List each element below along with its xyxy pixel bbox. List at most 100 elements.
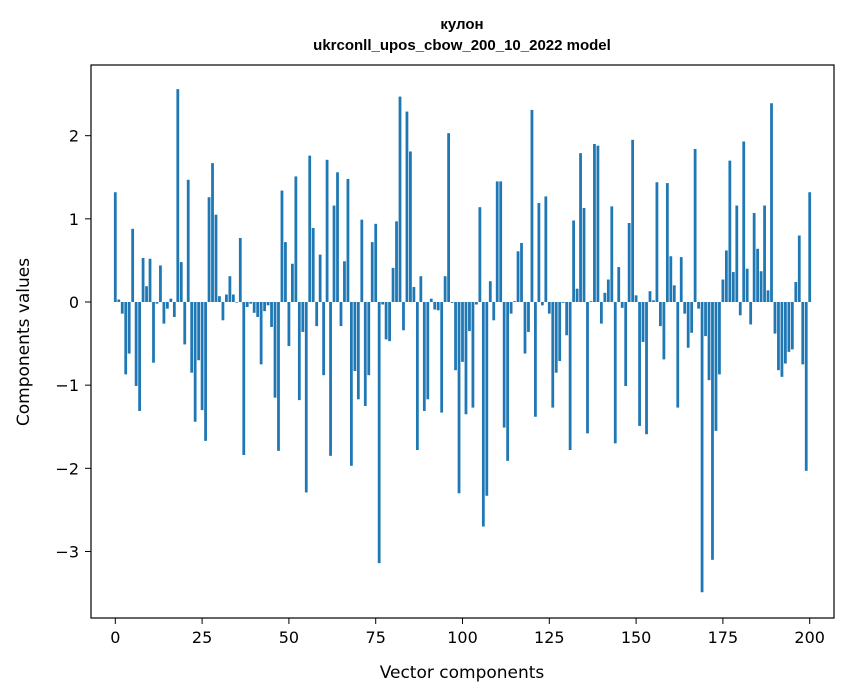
bar-194 (787, 302, 791, 352)
bar-81 (395, 221, 398, 302)
bar-67 (346, 178, 350, 302)
x-tick-label: 150 (621, 628, 652, 647)
bar-149 (631, 139, 635, 302)
bar-170 (704, 302, 707, 337)
bar-138 (593, 144, 596, 302)
bar-157 (659, 302, 662, 327)
bar-107 (485, 302, 489, 496)
bar-165 (686, 302, 690, 348)
bar-125 (547, 302, 551, 314)
bar-115 (513, 301, 516, 302)
y-tick-label: −3 (55, 542, 79, 561)
bar-7 (138, 302, 141, 411)
bar-89 (422, 302, 426, 411)
bar-72 (363, 302, 367, 406)
bar-183 (749, 302, 753, 325)
y-tick-label: −1 (55, 376, 79, 395)
bar-131 (568, 302, 572, 451)
bar-93 (436, 302, 440, 311)
bar-141 (603, 292, 607, 302)
bar-142 (606, 279, 610, 302)
bar-159 (665, 183, 669, 302)
bar-74 (370, 242, 374, 302)
bar-28 (211, 163, 214, 302)
bar-91 (429, 298, 433, 302)
bar-133 (575, 288, 579, 302)
bar-104 (475, 302, 478, 305)
bar-179 (735, 205, 739, 302)
bar-150 (634, 295, 638, 302)
bar-94 (440, 302, 444, 413)
bar-144 (613, 302, 617, 444)
bar-184 (752, 213, 756, 302)
bar-132 (572, 220, 575, 302)
bar-175 (721, 279, 725, 302)
bar-12 (155, 302, 159, 304)
bar-42 (259, 302, 263, 365)
bar-35 (235, 302, 239, 303)
bar-99 (457, 302, 461, 494)
bar-86 (412, 287, 416, 302)
bar-8 (141, 257, 145, 302)
bar-37 (242, 302, 246, 456)
bar-97 (450, 302, 454, 303)
bar-171 (707, 302, 711, 381)
bar-113 (506, 302, 510, 461)
bar-23 (193, 302, 197, 422)
bar-195 (790, 302, 794, 350)
bar-27 (207, 197, 211, 302)
bar-80 (391, 267, 395, 302)
bar-24 (197, 302, 201, 361)
bar-134 (579, 153, 582, 302)
bar-10 (148, 258, 152, 302)
y-tick-label: 2 (69, 127, 79, 146)
y-tick-label: −2 (55, 459, 79, 478)
bar-55 (304, 302, 308, 493)
bar-75 (374, 223, 378, 302)
bar-188 (766, 290, 770, 302)
bar-29 (214, 214, 218, 302)
bar-87 (415, 302, 419, 451)
bar-152 (641, 302, 645, 342)
bar-158 (662, 302, 666, 360)
bar-127 (554, 302, 558, 373)
y-tick-label: 1 (69, 210, 79, 229)
bar-56 (308, 155, 312, 302)
bar-76 (377, 302, 381, 564)
bar-95 (443, 276, 447, 302)
bar-70 (356, 302, 360, 400)
bar-186 (759, 271, 763, 302)
bar-38 (245, 302, 249, 307)
bar-190 (773, 302, 777, 334)
bar-126 (551, 302, 555, 408)
bar-193 (784, 302, 787, 364)
bar-85 (409, 151, 412, 302)
bars-group (113, 89, 812, 593)
bar-167 (693, 148, 697, 302)
bar-129 (561, 302, 565, 303)
bar-58 (315, 302, 319, 327)
bar-124 (544, 196, 548, 302)
bar-139 (596, 145, 600, 302)
bar-161 (672, 285, 676, 302)
bar-164 (683, 302, 687, 314)
bar-52 (294, 176, 298, 302)
bar-112 (502, 302, 506, 428)
bar-173 (714, 302, 718, 431)
bar-92 (433, 302, 437, 310)
x-tick-label: 0 (110, 628, 120, 647)
bar-46 (273, 302, 277, 398)
bar-198 (801, 302, 805, 365)
bar-123 (540, 302, 544, 306)
bar-187 (763, 205, 766, 302)
bar-0 (113, 192, 117, 302)
bar-106 (481, 302, 485, 527)
bar-68 (350, 302, 353, 466)
bar-16 (169, 298, 173, 302)
bar-118 (523, 302, 527, 354)
bar-45 (270, 302, 273, 327)
bar-178 (731, 272, 735, 302)
bar-116 (516, 251, 520, 302)
bar-177 (728, 160, 732, 302)
bar-172 (711, 302, 714, 560)
